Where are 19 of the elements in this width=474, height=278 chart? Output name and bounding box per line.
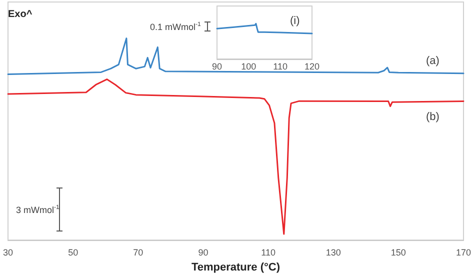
x-tick-label: 170	[456, 248, 472, 258]
annotation: (a)	[426, 55, 440, 67]
text: 0.1 mWmol$^{-1}$	[150, 22, 201, 32]
x-tick-label: 90	[198, 248, 208, 258]
x-tick-label: 110	[273, 62, 288, 72]
annotation: 3 mWmol$^{-1}$	[16, 205, 60, 215]
x-tick-label: 100	[241, 62, 256, 72]
annotation: (i)	[290, 15, 300, 27]
x-tick-label: 130	[326, 248, 341, 258]
x-tick-label: 110	[261, 248, 276, 258]
x-tick-label: 70	[133, 248, 144, 258]
annotation: (b)	[426, 111, 440, 123]
text: Exo^	[8, 9, 32, 20]
x-axis-title: Temperature (°C)	[191, 262, 280, 274]
x-tick-label: 30	[3, 248, 14, 258]
x-tick-label: 90	[212, 62, 222, 72]
x-tick-label: 50	[68, 248, 78, 258]
x-tick-label: 150	[390, 248, 406, 258]
x-tick-label: 120	[304, 62, 320, 72]
